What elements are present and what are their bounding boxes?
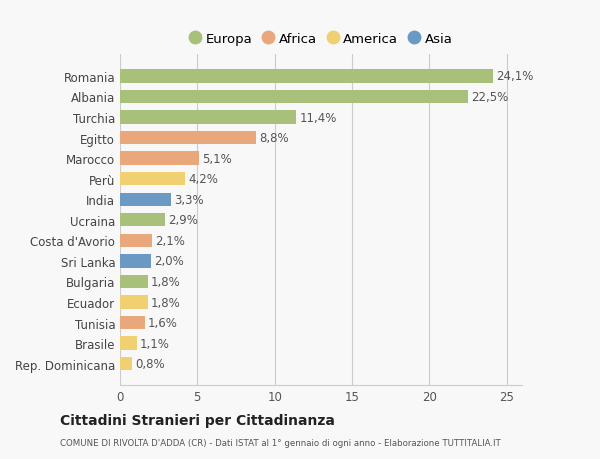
Text: Cittadini Stranieri per Cittadinanza: Cittadini Stranieri per Cittadinanza [60,414,335,428]
Text: 8,8%: 8,8% [259,132,289,145]
Bar [120,357,133,370]
Bar [120,111,296,124]
Bar [120,316,145,330]
Text: 1,8%: 1,8% [151,296,181,309]
Text: 11,4%: 11,4% [299,111,337,124]
Legend: Europa, Africa, America, Asia: Europa, Africa, America, Asia [185,28,457,50]
Bar [120,275,148,289]
Text: 4,2%: 4,2% [188,173,218,186]
Text: 1,1%: 1,1% [140,337,170,350]
Bar [120,193,171,207]
Bar [120,213,165,227]
Text: 1,8%: 1,8% [151,275,181,288]
Bar [120,90,468,104]
Bar [120,255,151,268]
Text: 3,3%: 3,3% [174,193,204,206]
Bar [120,70,493,84]
Bar [120,296,148,309]
Text: 2,1%: 2,1% [155,235,185,247]
Text: 24,1%: 24,1% [496,70,533,83]
Text: COMUNE DI RIVOLTA D'ADDA (CR) - Dati ISTAT al 1° gennaio di ogni anno - Elaboraz: COMUNE DI RIVOLTA D'ADDA (CR) - Dati IST… [60,438,501,447]
Bar [120,337,137,350]
Text: 5,1%: 5,1% [202,152,232,165]
Text: 2,0%: 2,0% [154,255,184,268]
Bar [120,132,256,145]
Bar [120,234,152,247]
Bar [120,173,185,186]
Text: 2,9%: 2,9% [168,214,198,227]
Text: 22,5%: 22,5% [471,91,508,104]
Text: 1,6%: 1,6% [148,316,178,330]
Bar [120,152,199,165]
Text: 0,8%: 0,8% [136,358,165,370]
